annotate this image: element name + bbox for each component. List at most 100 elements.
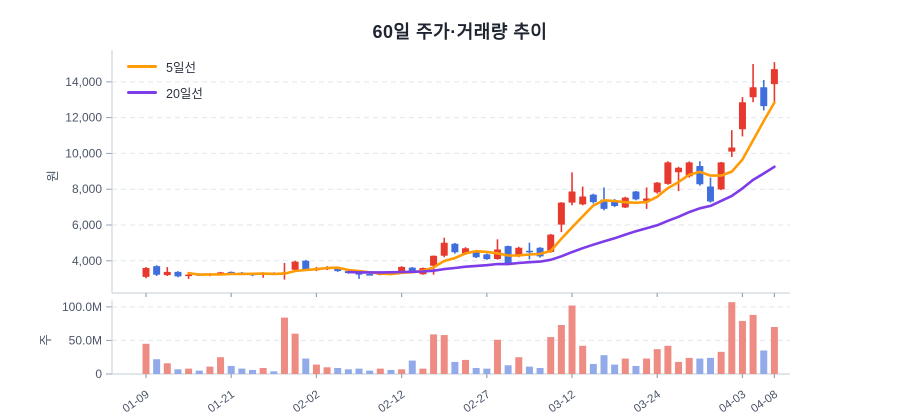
volume-bar <box>185 368 193 374</box>
candle-body <box>675 167 683 173</box>
volume-bar <box>696 358 704 374</box>
volume-bar <box>493 339 501 374</box>
volume-bar <box>621 358 629 374</box>
volume-bar <box>206 366 214 374</box>
candle-body <box>653 182 661 193</box>
volume-bar <box>568 305 576 374</box>
volume-bar <box>376 368 384 374</box>
x-tick-label: 01-21 <box>206 389 237 416</box>
candle-body <box>153 266 161 275</box>
volume-bar <box>408 360 416 374</box>
volume-bar <box>632 365 640 374</box>
x-tick-label: 02-02 <box>291 389 322 416</box>
ma5-legend-label: 5일선 <box>166 61 196 75</box>
volume-bar <box>738 320 746 374</box>
candle-body <box>685 162 693 177</box>
volume-bar <box>557 324 565 374</box>
volume-bar <box>462 359 470 374</box>
volume-bar <box>142 343 150 374</box>
candle-body <box>142 267 150 277</box>
volume-bar <box>430 334 438 374</box>
price-tick-label: 14,000 <box>65 75 102 89</box>
volume-bar <box>579 345 587 374</box>
candle-body <box>749 87 757 98</box>
chart-title: 60일 주가·거래량 추이 <box>372 22 548 42</box>
volume-bar <box>685 357 693 374</box>
candle-body <box>632 191 640 200</box>
volume-bar <box>653 349 661 374</box>
volume-axis-title: 주 <box>39 334 53 346</box>
volume-bar <box>302 358 310 374</box>
candle-body <box>483 254 491 260</box>
volume-bar <box>728 302 736 374</box>
volume-bar <box>525 366 533 374</box>
volume-tick-label: 100.0M <box>62 300 102 314</box>
volume-bar <box>217 357 225 374</box>
legend-item-ma5: 5일선 <box>127 57 203 76</box>
volume-bar <box>280 317 288 374</box>
x-tick-label: 03-12 <box>547 389 578 416</box>
candle-body <box>664 162 672 184</box>
volume-bar <box>483 368 491 374</box>
volume-tick-label: 50.0M <box>69 333 102 347</box>
price-tick-label: 6,000 <box>72 218 102 232</box>
candle-body <box>302 260 310 270</box>
volume-tick-label: 0 <box>95 367 102 381</box>
candle-body <box>728 147 736 152</box>
legend: 5일선 20일선 <box>127 57 203 102</box>
x-tick-label: 02-12 <box>376 389 407 416</box>
candle-body <box>696 165 704 185</box>
volume-bar <box>760 350 768 374</box>
volume-bar <box>770 327 778 374</box>
volume-bar <box>270 371 278 374</box>
volume-bar <box>643 358 651 374</box>
candle-body <box>366 274 374 276</box>
price-axis-title: 원 <box>46 170 60 182</box>
candle-body <box>398 266 406 272</box>
price-tick-label: 12,000 <box>65 111 102 125</box>
price-tick-label: 4,000 <box>72 254 102 268</box>
volume-bar <box>440 335 448 374</box>
candle-body <box>430 255 438 266</box>
volume-bar <box>323 367 331 374</box>
x-tick-label: 04-03 <box>717 389 748 416</box>
x-tick-label: 01-09 <box>121 389 152 416</box>
volume-bar <box>312 364 320 374</box>
ma20-line-swatch <box>127 91 157 94</box>
volume-bar <box>153 359 161 374</box>
candle-body <box>291 261 299 270</box>
volume-bar <box>227 365 235 374</box>
volume-bar <box>355 368 363 374</box>
volume-bar <box>547 337 555 374</box>
volume-bar <box>536 367 544 374</box>
price-tick-label: 8,000 <box>72 182 102 196</box>
x-tick-label: 03-24 <box>632 388 663 415</box>
volume-bar <box>366 370 374 374</box>
ma5-line-swatch <box>127 65 157 68</box>
volume-bar <box>195 370 203 374</box>
volume-bar <box>664 345 672 374</box>
candle-body <box>579 196 587 205</box>
x-tick-label: 02-27 <box>462 389 493 416</box>
ma20-legend-label: 20일선 <box>166 87 203 101</box>
volume-bar <box>611 364 619 374</box>
volume-bar <box>174 369 182 374</box>
candle-body <box>706 186 714 202</box>
volume-bar <box>387 369 395 374</box>
candle-body <box>589 194 597 203</box>
volume-bar <box>749 314 757 374</box>
ma5-line <box>187 101 776 276</box>
candle-body <box>738 102 746 130</box>
volume-bar <box>334 367 342 374</box>
volume-bar <box>472 367 480 374</box>
volume-bar <box>451 361 459 374</box>
volume-bar <box>344 369 352 374</box>
ma20-line <box>347 165 776 274</box>
volume-bar <box>706 357 714 374</box>
candle-body <box>163 271 171 276</box>
volume-bar <box>398 369 406 374</box>
volume-bar <box>504 365 512 374</box>
volume-bar <box>419 368 427 374</box>
